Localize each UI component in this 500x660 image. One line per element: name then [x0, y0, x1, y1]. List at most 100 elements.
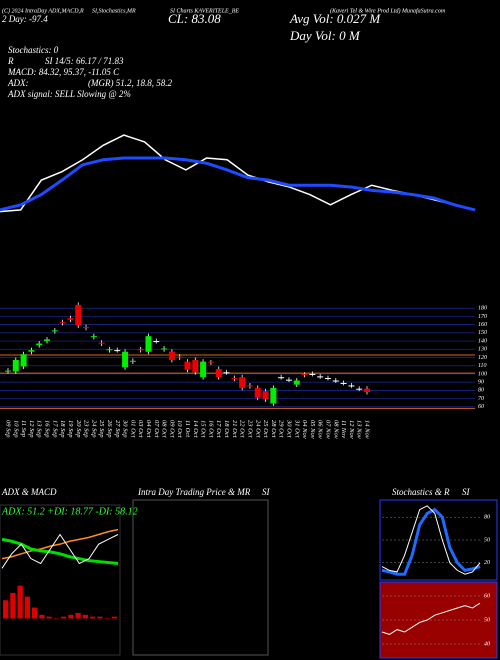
x-tick-label: 25 Sep	[98, 420, 105, 438]
candle-body	[223, 372, 230, 374]
x-tick-label: 08 Oct	[161, 420, 168, 438]
x-tick-label: 18 Oct	[223, 420, 230, 438]
candle-body	[67, 318, 74, 320]
day-volume: Day Vol: 0 M	[289, 28, 361, 43]
candle-body	[28, 350, 35, 352]
candle-body	[5, 370, 11, 372]
bar	[68, 614, 74, 619]
x-tick-label: 04 Nov	[301, 420, 308, 439]
credit: SI Charts KAVERITELE_BE	[170, 8, 239, 14]
candle-body	[20, 354, 27, 367]
candle-body	[137, 349, 144, 351]
macd-label: MACD: 84.32, 95.37, -11.05 C	[7, 67, 120, 77]
avg-volume: Avg Vol: 0.027 M	[289, 11, 381, 26]
y-tick-label: 150	[478, 330, 487, 336]
bar	[53, 618, 59, 619]
candle-body	[285, 379, 292, 381]
y-tick-label: 80	[484, 515, 490, 521]
x-tick-label: 24 Sep	[90, 420, 97, 438]
adx-label: ADX:	[7, 78, 29, 88]
y-tick-label: 110	[478, 363, 487, 369]
y-tick-label: 50	[484, 537, 490, 543]
y-tick-label: 60	[484, 593, 490, 599]
candle-body	[122, 351, 129, 368]
bar	[104, 618, 110, 619]
bar	[10, 592, 16, 619]
bar	[61, 616, 67, 619]
y-tick-label: 20	[484, 560, 490, 566]
x-tick-label: 14 Oct	[192, 420, 199, 438]
x-tick-label: 07 Oct	[153, 420, 160, 438]
x-tick-label: 14 Nov	[364, 420, 371, 439]
bar	[32, 607, 38, 619]
y-tick-label: 70	[478, 396, 484, 402]
y-tick-label: 160	[478, 322, 487, 328]
x-tick-label: 26 Sep	[106, 420, 113, 438]
x-tick-label: 12 Nov	[348, 420, 355, 439]
series-line	[1, 528, 119, 560]
x-tick-label: 01 Oct	[129, 420, 136, 438]
candle-body	[239, 377, 246, 388]
x-tick-label: 11 Oct	[184, 420, 191, 437]
candle-body	[83, 327, 90, 329]
candle-body	[332, 380, 339, 382]
candle-body	[309, 373, 316, 375]
y-tick-label: 90	[478, 380, 484, 386]
candle-body	[192, 359, 199, 373]
x-tick-label: 13 Sep	[36, 420, 43, 438]
company: (Kaveri Tel & Wire Prod Ltd) MunafaSutra…	[330, 7, 446, 14]
candle-body	[254, 387, 261, 398]
x-tick-label: 23 Sep	[83, 420, 90, 438]
bar	[82, 614, 88, 619]
candle-body	[145, 336, 152, 352]
rsi-label: SI 14/5: 66.17 / 71.83	[45, 56, 124, 66]
candle-body	[44, 339, 51, 342]
bar	[24, 596, 30, 619]
candle-body	[262, 391, 269, 400]
candle-body	[317, 376, 324, 378]
candle-body	[246, 385, 253, 387]
adx-values: (MGR) 51.2, 18.8, 58.2	[88, 78, 172, 88]
candle-body	[340, 382, 347, 384]
candle-body	[106, 349, 113, 351]
panel-title: ADX & MACD	[1, 487, 57, 497]
x-tick-label: 04 Oct	[145, 420, 152, 438]
candle-body	[215, 369, 222, 378]
stoch-label: Stochastics: 0	[8, 45, 59, 55]
x-tick-label: 16 Oct	[207, 420, 214, 438]
candle-body	[231, 378, 238, 380]
x-tick-label: 10 Sep	[12, 420, 19, 438]
candle-body	[270, 387, 277, 404]
x-tick-label: 07 Nov	[324, 420, 331, 439]
candle-body	[75, 304, 82, 326]
candle-body	[324, 378, 331, 380]
close-price: CL: 83.08	[168, 11, 221, 26]
x-tick-label: 20 Sep	[75, 420, 82, 438]
bar	[3, 600, 9, 619]
x-tick-label: 27 Sep	[114, 420, 121, 438]
x-tick-label: 06 Nov	[317, 420, 324, 439]
candle-body	[207, 361, 214, 363]
x-tick-label: 10 Oct	[176, 420, 183, 438]
x-tick-label: 31 Oct	[293, 419, 300, 438]
candle-body	[36, 343, 43, 346]
candle-body	[114, 350, 121, 352]
candle-body	[129, 360, 136, 362]
candle-body	[364, 388, 370, 392]
bar	[90, 616, 96, 619]
x-tick-label: 28 Oct	[270, 420, 277, 438]
candle-body	[51, 330, 58, 332]
x-tick-label: 30 Sep	[122, 419, 129, 438]
series-line	[381, 505, 481, 575]
panel-title: Intra Day Trading Price & MR	[137, 487, 251, 497]
intraday-frame	[132, 499, 269, 656]
credit: SI,Stochastics,MR	[92, 8, 136, 14]
candle-body	[98, 342, 105, 344]
y-tick-label: 180	[478, 306, 487, 312]
x-tick-label: 08 Nov	[332, 420, 339, 439]
x-tick-label: 17 Sep	[51, 420, 58, 438]
panel-title: Stochastics & R	[392, 487, 450, 497]
y-tick-label: 50	[484, 617, 490, 623]
candle-body	[168, 351, 175, 360]
x-tick-label: 05 Nov	[309, 420, 316, 439]
